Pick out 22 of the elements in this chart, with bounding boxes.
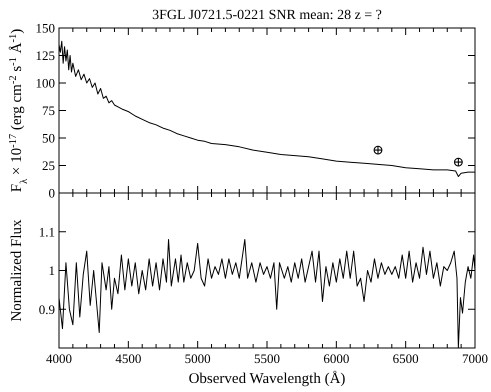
y-tick-label: 50 (42, 130, 55, 146)
x-tick-label: 5500 (254, 351, 280, 366)
y-tick-label: 150 (36, 20, 55, 36)
annotation: ⊕ (372, 143, 384, 158)
x-tick-label: 4500 (115, 351, 142, 366)
x-tick-label: 7000 (462, 351, 488, 366)
y-tick-label: 25 (42, 158, 55, 173)
y-axis-title: Normalized Flux (9, 218, 25, 322)
y-tick-label: 0 (48, 186, 55, 200)
y-tick-label: 0.9 (38, 302, 55, 317)
y-tick-label: 100 (36, 76, 55, 90)
x-tick-label: 5000 (184, 351, 211, 366)
y-tick-label: 125 (36, 48, 55, 63)
y-tick-label: 75 (42, 103, 55, 118)
y-tick-label: 1 (48, 263, 55, 278)
x-axis-title: Observed Wavelength (Å) (188, 370, 346, 387)
y-tick-label: 1.1 (38, 224, 55, 240)
x-tick-label: 6000 (323, 351, 350, 366)
x-tick-label: 6500 (392, 351, 419, 366)
annotation: ⊕ (452, 156, 464, 170)
x-tick-label: 4000 (46, 351, 72, 366)
chart-title: 3FGL J0721.5-0221 SNR mean: 28 z = ? (152, 8, 382, 23)
